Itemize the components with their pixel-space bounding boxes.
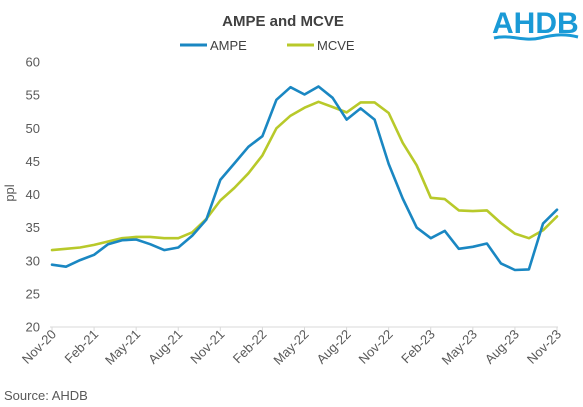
y-tick-label: 55 (26, 88, 40, 103)
series-line-ampe (50, 85, 559, 272)
y-tick-label: 60 (26, 55, 40, 70)
y-tick-label: 30 (26, 253, 40, 268)
x-tick-label: Feb-22 (230, 327, 270, 367)
legend-label-mcve: MCVE (317, 38, 355, 53)
x-tick-label: Feb-23 (398, 327, 438, 367)
y-axis-ticks: 20 25 30 35 40 45 50 55 60 (26, 55, 40, 335)
series-layer (50, 85, 559, 272)
x-axis-ticks: Nov-20 Feb-21 May-21 Aug-21 Nov-21 Feb-22 May-… (19, 327, 564, 368)
logo-wave-icon (493, 33, 579, 41)
x-tick-label: May-23 (439, 327, 480, 368)
legend-label-ampe: AMPE (210, 38, 247, 53)
x-tick-label: Aug-23 (482, 327, 522, 367)
y-tick-label: 50 (26, 121, 40, 136)
y-tick-label: 20 (26, 320, 40, 335)
x-tick-label: Nov-21 (187, 327, 227, 367)
y-axis-title: ppl (2, 184, 17, 201)
source-note: Source: AHDB (4, 388, 88, 403)
x-tick-label: May-21 (102, 327, 143, 368)
series-line-mcve (50, 100, 559, 252)
y-tick-label: 45 (26, 154, 40, 169)
y-tick-label: 25 (26, 286, 40, 301)
x-tick-label: Nov-23 (524, 327, 564, 367)
chart-title: AMPE and MCVE (222, 13, 344, 30)
x-tick-label: Nov-22 (356, 327, 396, 367)
legend: AMPE MCVE (180, 38, 355, 53)
x-tick-label: Aug-22 (313, 327, 353, 367)
y-tick-label: 40 (26, 187, 40, 202)
x-tick-label: May-22 (270, 327, 311, 368)
x-tick-label: Feb-21 (61, 327, 101, 367)
y-tick-label: 35 (26, 220, 40, 235)
ahdb-logo: AHDB (492, 7, 579, 41)
x-tick-label: Aug-21 (145, 327, 185, 367)
